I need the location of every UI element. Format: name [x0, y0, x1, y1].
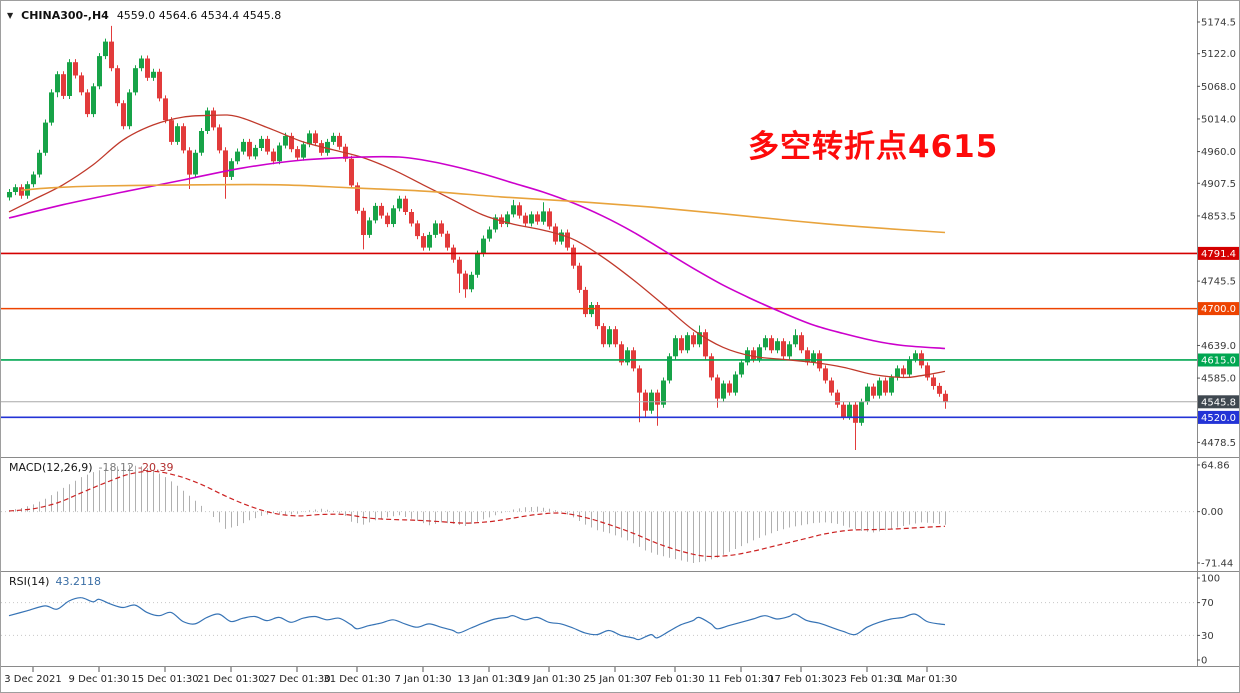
rsi-axis-label: 0: [1201, 656, 1207, 667]
symbol-title: CHINA300-,H4: [21, 9, 109, 22]
macd-axis-label: -71.44: [1201, 559, 1233, 570]
time-label: 19 Jan 01:30: [517, 674, 580, 685]
rsi-axis-label: 30: [1201, 631, 1214, 642]
time-label: 23 Feb 01:30: [834, 674, 900, 685]
rsi-value: 43.2118: [55, 575, 101, 588]
ma-slow-orange: [20, 183, 946, 234]
time-label: 21 Dec 01:30: [197, 674, 264, 685]
price-label: 4639.0: [1201, 341, 1236, 352]
macd-axis-label: 64.86: [1201, 461, 1230, 472]
time-label: 7 Feb 01:30: [645, 674, 704, 685]
main-panel[interactable]: [1, 25, 1197, 450]
time-label: 7 Jan 01:30: [395, 674, 452, 685]
price-tag: 4545.8: [1198, 395, 1239, 409]
chart-menu-icon[interactable]: ▼: [7, 10, 14, 20]
rsi-panel[interactable]: [1, 597, 1197, 641]
macd-signal-line: [8, 470, 946, 558]
macd-axis-label: 0.00: [1201, 507, 1223, 518]
time-label: 31 Dec 01:30: [323, 674, 390, 685]
time-label: 17 Feb 01:30: [768, 674, 834, 685]
price-label: 5068.0: [1201, 82, 1236, 93]
time-label: 25 Jan 01:30: [583, 674, 646, 685]
ma-mid-magenta: [8, 155, 946, 350]
macd-header: MACD(12,26,9) -18.12 -20.39: [9, 461, 173, 474]
rsi-header: RSI(14) 43.2118: [9, 575, 101, 588]
price-tag: 4700.0: [1198, 302, 1239, 316]
svg-text:4700.0: 4700.0: [1201, 304, 1236, 315]
rsi-axis-label: 70: [1201, 598, 1214, 609]
time-label: 27 Dec 01:30: [263, 674, 330, 685]
price-tag: 4520.0: [1198, 410, 1239, 424]
rsi-axis-label: 100: [1201, 574, 1220, 585]
chart-header: ▼ CHINA300-,H4 4559.0 4564.6 4534.4 4545…: [7, 9, 281, 22]
macd-panel[interactable]: [1, 465, 1197, 563]
time-label: 3 Dec 2021: [4, 674, 62, 685]
rsi-title: RSI(14): [9, 575, 50, 588]
ma-fast-red: [8, 114, 946, 379]
price-annotation[interactable]: 多空转折点4615: [748, 129, 999, 165]
price-label: 4853.5: [1201, 211, 1236, 222]
price-label: 5014.0: [1201, 114, 1236, 125]
price-label: 4745.5: [1201, 277, 1236, 288]
price-label: 4585.0: [1201, 374, 1236, 385]
svg-text:4791.4: 4791.4: [1201, 249, 1236, 260]
price-tag: 4791.4: [1198, 246, 1239, 260]
macd-title: MACD(12,26,9): [9, 461, 93, 474]
price-axis[interactable]: 5174.5 5122.0 5068.0 5014.0 4960.0 4907.5 4853…: [1197, 18, 1240, 667]
time-label: 13 Jan 01:30: [457, 674, 520, 685]
macd-main-value: -18.12: [98, 461, 135, 474]
price-label: 4960.0: [1201, 147, 1236, 158]
svg-text:4615.0: 4615.0: [1201, 356, 1236, 367]
price-label: 4478.5: [1201, 438, 1236, 449]
rsi-line: [8, 597, 946, 641]
panel-separators: [1, 1, 1239, 667]
price-tag: 4615.0: [1198, 353, 1239, 367]
price-label: 5122.0: [1201, 49, 1236, 60]
time-label: 15 Dec 01:30: [131, 674, 198, 685]
time-label: 11 Feb 01:30: [708, 674, 774, 685]
time-label: 1 Mar 01:30: [897, 674, 957, 685]
price-label: 5174.5: [1201, 18, 1236, 29]
svg-text:4545.8: 4545.8: [1201, 397, 1236, 408]
time-label: 9 Dec 01:30: [69, 674, 130, 685]
price-label: 4907.5: [1201, 179, 1236, 190]
svg-text:4520.0: 4520.0: [1201, 413, 1236, 424]
ohlc-values: 4559.0 4564.6 4534.4 4545.8: [116, 9, 282, 22]
macd-signal-value: -20.39: [138, 461, 174, 474]
